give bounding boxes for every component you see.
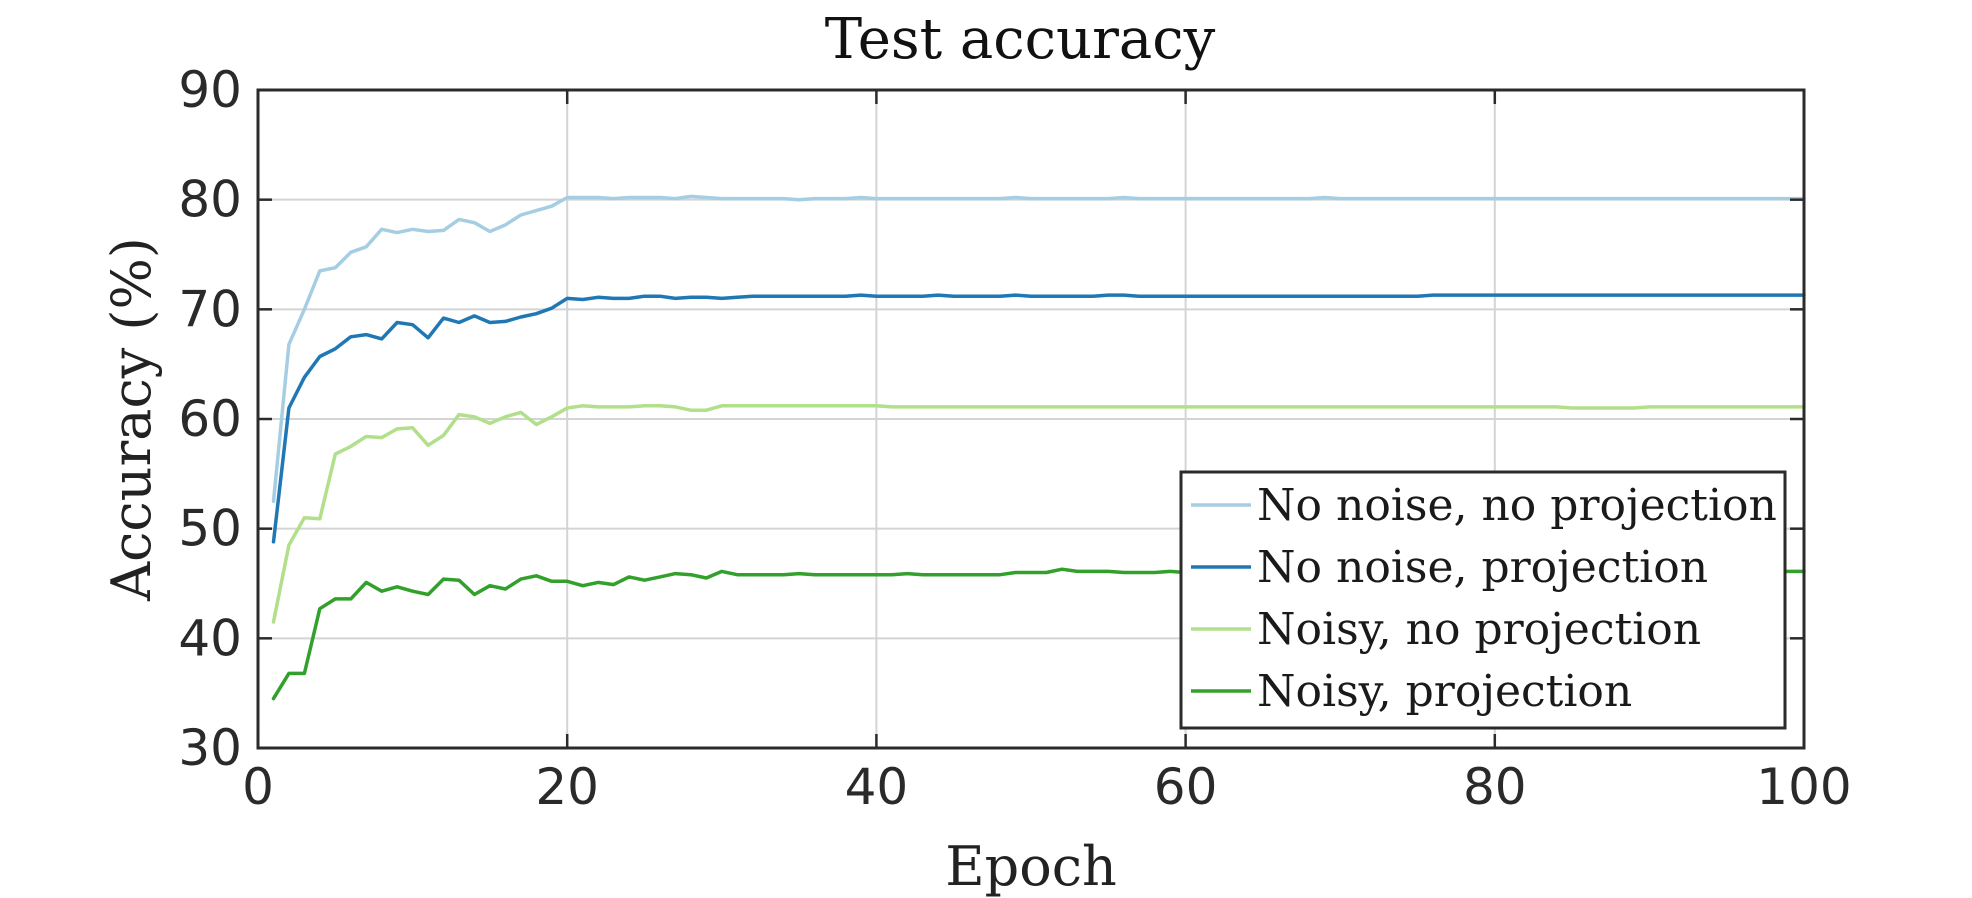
series-line (271, 194, 1806, 504)
y-tick-label: 70 (178, 280, 242, 338)
x-tick-label: 100 (1756, 758, 1851, 816)
legend: No noise, no projection No noise, project… (1179, 470, 1787, 730)
x-tick-label: 40 (845, 758, 909, 816)
series-line (271, 404, 1806, 624)
chart-title: Test accuracy (825, 7, 1216, 72)
x-tick-label: 60 (1154, 758, 1218, 816)
legend-entry: Noisy, projection (1257, 666, 1632, 717)
y-tick-label: 90 (178, 61, 242, 119)
series-line (271, 293, 1806, 544)
legend-entry: No noise, projection (1257, 542, 1708, 593)
x-axis-label: Epoch (945, 835, 1117, 898)
y-tick-label: 80 (178, 171, 242, 229)
y-tick-label: 50 (178, 500, 242, 558)
legend-entry: No noise, no projection (1257, 480, 1777, 531)
y-tick-label: 60 (178, 390, 242, 448)
legend-box (1179, 470, 1787, 730)
y-axis-label: Accuracy (%) (100, 237, 163, 602)
y-tick-label: 30 (178, 719, 242, 777)
x-tick-label: 80 (1463, 758, 1527, 816)
x-tick-label: 0 (242, 758, 274, 816)
y-tick-label: 40 (178, 609, 242, 667)
x-tick-label: 20 (535, 758, 599, 816)
axis-ticks: 30 40 50 60 70 80 90 0 20 40 60 80 100 (178, 61, 1851, 816)
legend-entry: Noisy, no projection (1257, 604, 1701, 655)
